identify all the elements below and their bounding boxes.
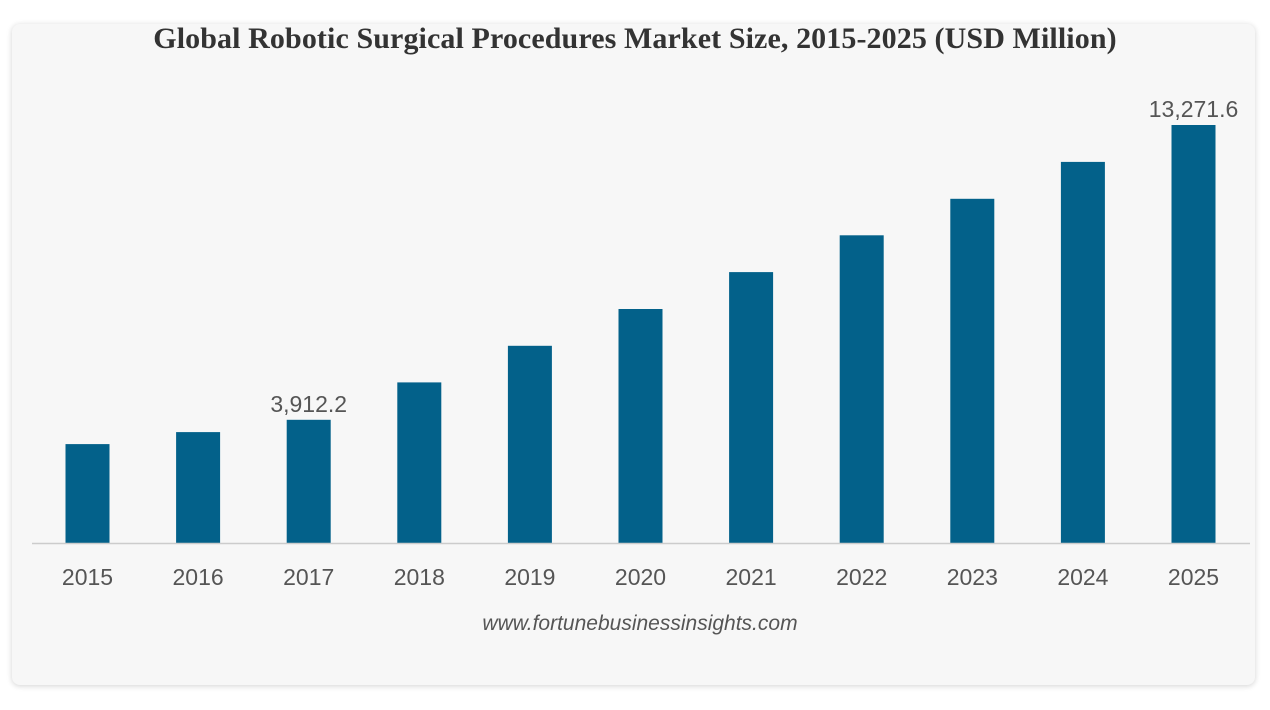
x-tick-label: 2020: [615, 564, 666, 590]
x-tick-label: 2024: [1057, 564, 1108, 590]
bar-2020: [618, 309, 663, 543]
bar-2018: [397, 382, 442, 543]
bar-2017: [286, 419, 331, 543]
data-label: 3,912.2: [270, 391, 347, 417]
x-axis-labels: 2015 2016 2017 2018 2019 2020 2021 2022 2023 2024…: [62, 564, 1219, 590]
x-tick-label: 2017: [283, 564, 334, 590]
bar-2021: [729, 272, 774, 543]
x-tick-label: 2015: [62, 564, 113, 590]
x-tick-label: 2025: [1168, 564, 1219, 590]
data-label: 13,271.6: [1149, 96, 1239, 122]
chart-title: Global Robotic Surgical Procedures Marke…: [153, 22, 1117, 55]
bar-2015: [65, 444, 110, 543]
data-labels: 3,912.2 13,271.6: [270, 96, 1238, 417]
bar-2024: [1060, 161, 1105, 543]
bar-2016: [176, 432, 221, 543]
source-text: www.fortunebusinessinsights.com: [482, 612, 798, 635]
x-tick-label: 2016: [173, 564, 224, 590]
x-tick-label: 2022: [836, 564, 887, 590]
x-tick-label: 2018: [394, 564, 445, 590]
bar-2023: [950, 198, 995, 544]
bar-2025: [1171, 125, 1216, 543]
bar-2019: [507, 345, 552, 543]
x-tick-label: 2019: [504, 564, 555, 590]
x-tick-label: 2021: [726, 564, 777, 590]
x-tick-label: 2023: [947, 564, 998, 590]
bar-2022: [839, 235, 884, 544]
bars-group: [65, 125, 1216, 544]
